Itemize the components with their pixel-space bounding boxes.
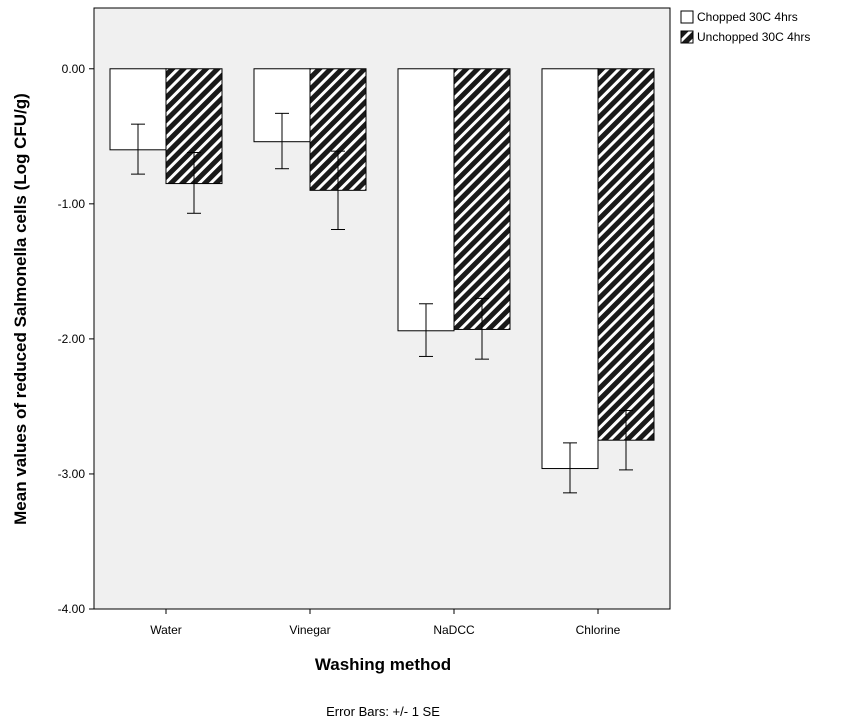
legend: Chopped 30C 4hrs Unchopped 30C 4hrs — [680, 10, 810, 44]
y-axis: 0.00 -1.00 -2.00 -3.00 -4.00 — [58, 62, 94, 616]
x-tick-label: Vinegar — [289, 623, 330, 637]
x-tick-label: Water — [150, 623, 182, 637]
x-tick-label: NaDCC — [433, 623, 475, 637]
y-tick-label: 0.00 — [62, 62, 86, 76]
legend-swatch-unchopped — [680, 30, 694, 44]
bar-chopped-chlorine — [541, 68, 599, 470]
y-axis-title: Mean values of reduced Salmonella cells … — [11, 93, 30, 525]
error-bar-chopped-nadcc — [419, 303, 433, 357]
error-bar-unchopped-water — [187, 152, 201, 214]
x-axis: Water Vinegar NaDCC Chlorine — [150, 609, 621, 637]
error-bar-chopped-vinegar — [275, 112, 289, 170]
y-tick-label: -1.00 — [58, 197, 86, 211]
error-bar-chopped-water — [131, 123, 145, 175]
error-bar-unchopped-chlorine — [619, 409, 633, 471]
y-tick-label: -3.00 — [58, 467, 86, 481]
x-tick-label: Chlorine — [576, 623, 621, 637]
bar-unchopped-water — [165, 68, 223, 185]
error-bar-unchopped-vinegar — [331, 150, 345, 230]
bar-unchopped-chlorine — [597, 68, 655, 441]
error-bars-footnote: Error Bars: +/- 1 SE — [326, 704, 440, 719]
legend-label-chopped: Chopped 30C 4hrs — [697, 10, 798, 24]
legend-swatch-chopped — [680, 10, 694, 24]
y-tick-label: -2.00 — [58, 332, 86, 346]
error-bar-unchopped-nadcc — [475, 297, 489, 360]
error-bars-layer — [131, 112, 633, 494]
x-axis-title: Washing method — [315, 655, 451, 674]
bars-layer — [109, 68, 655, 470]
legend-label-unchopped: Unchopped 30C 4hrs — [697, 30, 810, 44]
bar-chopped-nadcc — [397, 68, 455, 332]
error-bar-chopped-chlorine — [563, 442, 577, 494]
bar-unchopped-nadcc — [453, 68, 511, 330]
y-tick-label: -4.00 — [58, 602, 86, 616]
